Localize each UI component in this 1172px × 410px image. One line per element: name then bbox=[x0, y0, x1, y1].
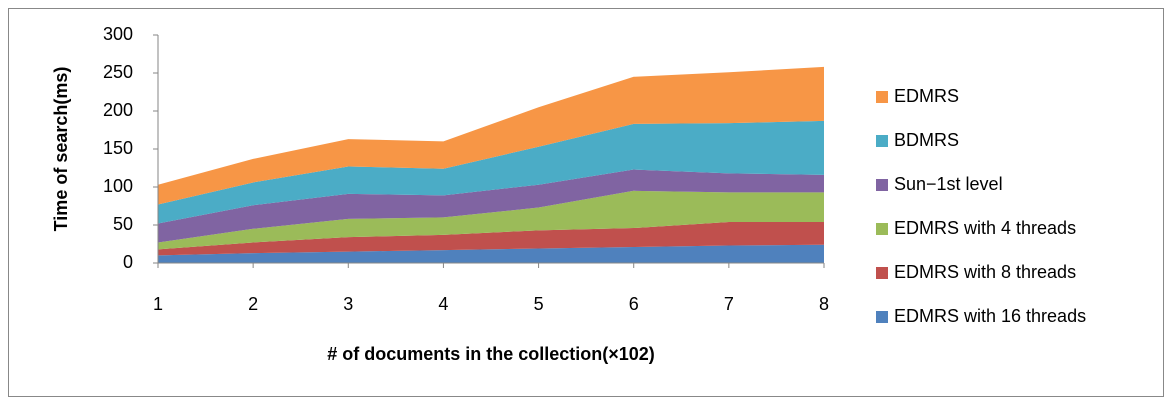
x-tick-label: 8 bbox=[819, 294, 829, 314]
area bbox=[158, 190, 824, 250]
y-tick-label: 0 bbox=[123, 252, 133, 272]
y-tick-label: 100 bbox=[103, 176, 133, 196]
y-tick-label: 50 bbox=[113, 214, 133, 234]
legend-swatch bbox=[876, 179, 888, 191]
legend-swatch bbox=[876, 91, 888, 103]
x-tick-label: 2 bbox=[248, 294, 258, 314]
area bbox=[158, 66, 824, 205]
area bbox=[158, 120, 824, 224]
x-tick-label: 3 bbox=[343, 294, 353, 314]
y-tick-label: 300 bbox=[103, 24, 133, 44]
legend-label: Sun−1st level bbox=[894, 174, 1003, 194]
x-tick-label: 4 bbox=[438, 294, 448, 314]
legend-swatch bbox=[876, 223, 888, 235]
legend-label: EDMRS with 8 threads bbox=[894, 262, 1076, 282]
legend-swatch bbox=[876, 311, 888, 323]
area bbox=[158, 244, 824, 263]
legend-label: EDMRS bbox=[894, 86, 959, 106]
area bbox=[158, 169, 824, 243]
legend-swatch bbox=[876, 267, 888, 279]
area bbox=[158, 221, 824, 256]
y-tick-label: 150 bbox=[103, 138, 133, 158]
x-tick-label: 1 bbox=[153, 294, 163, 314]
y-tick-label: 250 bbox=[103, 62, 133, 82]
legend-swatch bbox=[876, 135, 888, 147]
legend-label: BDMRS bbox=[894, 130, 959, 150]
legend-label: EDMRS with 4 threads bbox=[894, 218, 1076, 238]
x-axis-title: # of documents in the collection(×102) bbox=[327, 344, 655, 364]
x-tick-label: 5 bbox=[534, 294, 544, 314]
x-tick-label: 6 bbox=[629, 294, 639, 314]
y-tick-label: 200 bbox=[103, 100, 133, 120]
legend-label: EDMRS with 16 threads bbox=[894, 306, 1086, 326]
y-axis-title: Time of search(ms) bbox=[51, 67, 71, 232]
x-tick-label: 7 bbox=[724, 294, 734, 314]
